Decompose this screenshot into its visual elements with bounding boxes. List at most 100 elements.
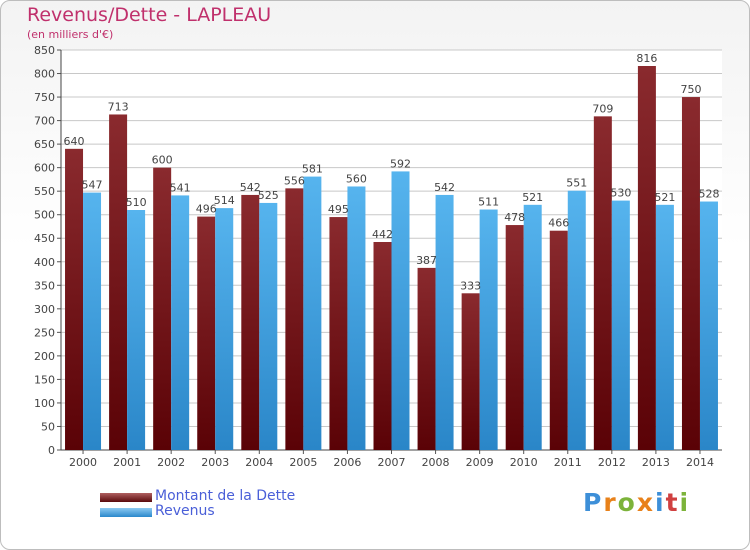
data-label-revenus: 551	[566, 177, 587, 190]
bar-dette	[285, 188, 304, 450]
data-label-revenus: 525	[258, 189, 279, 202]
logo-letter: i	[655, 488, 666, 517]
data-label-dette: 600	[152, 154, 173, 167]
legend-label-dette: Montant de la Dette	[155, 488, 296, 504]
bar-revenus	[479, 209, 498, 450]
logo-letter: o	[617, 488, 637, 517]
bar-dette	[241, 194, 260, 450]
data-label-revenus: 541	[170, 181, 191, 194]
bar-dette	[681, 97, 700, 450]
bar-dette	[153, 167, 172, 450]
logo-letter: t	[665, 488, 680, 517]
data-label-dette: 496	[196, 203, 217, 216]
data-label-revenus: 511	[478, 196, 499, 209]
data-label-dette: 542	[240, 181, 261, 194]
y-tick-label: 250	[34, 326, 55, 339]
x-tick-label: 2009	[466, 456, 494, 469]
legend-label-revenus: Revenus	[155, 503, 215, 519]
legend-swatch-dette	[100, 493, 152, 502]
bar-dette	[637, 66, 656, 450]
bar-revenus	[391, 171, 410, 451]
bar-dette	[417, 267, 436, 450]
bar-revenus	[127, 210, 146, 450]
x-tick-label: 2004	[245, 456, 273, 469]
logo-letter: P	[583, 488, 604, 517]
x-tick-label: 2013	[642, 456, 670, 469]
y-tick-label: 550	[34, 185, 55, 198]
y-tick-label: 700	[34, 115, 55, 128]
data-label-dette: 713	[108, 100, 129, 113]
bar-dette	[65, 148, 84, 450]
bar-dette	[329, 217, 348, 450]
data-label-dette: 495	[328, 203, 349, 216]
data-label-dette: 816	[636, 52, 657, 65]
bar-dette	[197, 216, 216, 450]
data-label-revenus: 592	[390, 157, 411, 170]
bar-revenus	[83, 192, 102, 450]
bar-revenus	[611, 200, 630, 450]
bar-revenus	[303, 176, 322, 450]
bar-dette	[549, 230, 568, 450]
data-label-dette: 750	[680, 83, 701, 96]
x-tick-label: 2012	[598, 456, 626, 469]
y-tick-label: 650	[34, 138, 55, 151]
data-label-dette: 478	[504, 211, 525, 224]
logo-letter: i	[679, 488, 691, 517]
data-label-revenus: 581	[302, 163, 323, 176]
bar-dette	[373, 242, 392, 450]
y-tick-label: 100	[34, 397, 55, 410]
x-tick-label: 2006	[333, 456, 361, 469]
y-tick-label: 600	[34, 162, 55, 175]
data-label-revenus: 521	[522, 191, 543, 204]
chart-subtitle: (en milliers d'€)	[27, 28, 114, 41]
bar-revenus	[347, 186, 366, 450]
y-tick-label: 500	[34, 209, 55, 222]
y-tick-label: 300	[34, 303, 55, 316]
data-label-dette: 640	[64, 135, 85, 148]
proxiti-logo: Proxiti	[583, 488, 690, 517]
x-tick-label: 2014	[686, 456, 714, 469]
bar-dette	[593, 116, 612, 451]
data-label-revenus: 514	[214, 194, 235, 207]
bar-revenus	[567, 190, 586, 451]
x-tick-label: 2005	[289, 456, 317, 469]
y-tick-label: 350	[34, 279, 55, 292]
logo-letter: x	[636, 488, 655, 517]
x-tick-label: 2001	[113, 456, 141, 469]
x-tick-label: 2002	[157, 456, 185, 469]
y-tick-label: 150	[34, 373, 55, 386]
data-label-dette: 442	[372, 228, 393, 241]
y-tick-label: 200	[34, 350, 55, 363]
legend-swatch-revenus	[100, 508, 152, 517]
data-label-revenus: 528	[698, 188, 719, 201]
data-label-dette: 709	[592, 102, 613, 115]
y-tick-label: 850	[34, 44, 55, 57]
bar-dette	[109, 114, 128, 451]
bar-revenus	[171, 195, 190, 450]
bar-revenus	[655, 204, 674, 450]
chart-title: Revenus/Dette - LAPLEAU	[27, 4, 272, 26]
bar-revenus	[215, 208, 234, 450]
data-label-revenus: 510	[126, 196, 147, 209]
bar-revenus	[435, 194, 454, 450]
x-tick-label: 2008	[422, 456, 450, 469]
data-label-revenus: 530	[610, 187, 631, 200]
y-tick-label: 750	[34, 91, 55, 104]
data-label-revenus: 560	[346, 172, 367, 185]
data-label-revenus: 547	[82, 179, 103, 192]
y-tick-label: 400	[34, 256, 55, 269]
x-tick-label: 2010	[510, 456, 538, 469]
bar-dette	[461, 293, 480, 450]
y-tick-label: 450	[34, 232, 55, 245]
x-tick-label: 2011	[554, 456, 582, 469]
y-tick-label: 50	[41, 420, 55, 433]
x-tick-label: 2000	[69, 456, 97, 469]
data-label-dette: 466	[548, 217, 569, 230]
bar-revenus	[259, 202, 278, 450]
data-label-dette: 333	[460, 279, 481, 292]
data-label-revenus: 542	[434, 181, 455, 194]
bar-revenus	[523, 204, 542, 450]
x-tick-label: 2007	[378, 456, 406, 469]
y-tick-label: 0	[48, 444, 55, 457]
